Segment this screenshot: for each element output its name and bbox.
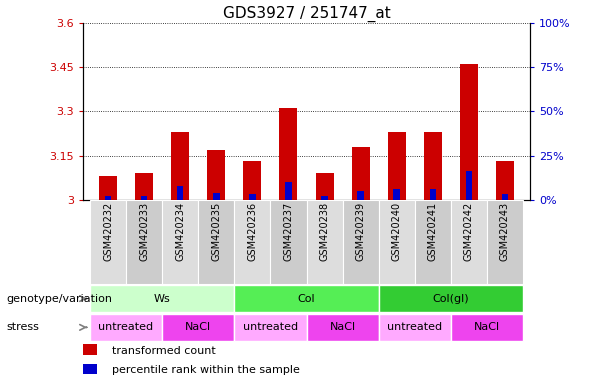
Text: Ws: Ws: [154, 293, 170, 304]
Text: GSM420238: GSM420238: [319, 202, 330, 262]
Text: Col: Col: [298, 293, 315, 304]
Title: GDS3927 / 251747_at: GDS3927 / 251747_at: [223, 5, 390, 22]
Text: GSM420232: GSM420232: [103, 202, 113, 262]
Text: untreated: untreated: [387, 322, 443, 333]
Bar: [90, 200, 126, 284]
Bar: [316, 173, 333, 200]
Bar: [141, 196, 147, 200]
Bar: [90, 313, 162, 341]
Bar: [424, 132, 442, 200]
Bar: [357, 191, 364, 200]
Text: GSM420239: GSM420239: [356, 202, 365, 262]
Bar: [162, 313, 234, 341]
Text: untreated: untreated: [99, 322, 154, 333]
Bar: [171, 132, 189, 200]
Bar: [270, 200, 306, 284]
Text: GSM420233: GSM420233: [139, 202, 149, 262]
Bar: [280, 108, 297, 200]
Bar: [162, 200, 198, 284]
Text: Col(gl): Col(gl): [433, 293, 469, 304]
Bar: [306, 200, 343, 284]
Text: NaCl: NaCl: [474, 322, 500, 333]
Text: GSM420235: GSM420235: [211, 202, 221, 262]
Bar: [343, 200, 379, 284]
Bar: [306, 313, 379, 341]
Bar: [451, 313, 523, 341]
Bar: [321, 196, 328, 200]
Bar: [451, 200, 487, 284]
Bar: [379, 285, 523, 313]
Text: stress: stress: [6, 322, 39, 333]
Bar: [83, 344, 97, 355]
Text: NaCl: NaCl: [185, 322, 211, 333]
Text: transformed count: transformed count: [112, 346, 216, 356]
Bar: [105, 196, 112, 200]
Bar: [466, 171, 472, 200]
Bar: [487, 200, 523, 284]
Bar: [460, 64, 478, 200]
Bar: [415, 200, 451, 284]
Bar: [379, 200, 415, 284]
Bar: [285, 182, 292, 200]
Bar: [177, 185, 183, 200]
Bar: [83, 364, 97, 374]
Bar: [430, 189, 436, 200]
Text: untreated: untreated: [243, 322, 298, 333]
Bar: [99, 176, 117, 200]
Bar: [234, 200, 270, 284]
Bar: [352, 147, 370, 200]
Bar: [501, 194, 508, 200]
Text: GSM420234: GSM420234: [175, 202, 185, 262]
Bar: [379, 313, 451, 341]
Bar: [198, 200, 234, 284]
Text: GSM420242: GSM420242: [464, 202, 474, 262]
Bar: [90, 285, 234, 313]
Text: GSM420243: GSM420243: [500, 202, 510, 262]
Text: GSM420241: GSM420241: [428, 202, 438, 262]
Text: GSM420240: GSM420240: [392, 202, 402, 262]
Bar: [234, 285, 379, 313]
Text: percentile rank within the sample: percentile rank within the sample: [112, 365, 300, 375]
Bar: [234, 313, 306, 341]
Bar: [496, 161, 514, 200]
Bar: [207, 150, 226, 200]
Text: GSM420237: GSM420237: [283, 202, 294, 262]
Text: NaCl: NaCl: [330, 322, 356, 333]
Bar: [387, 132, 406, 200]
Text: genotype/variation: genotype/variation: [6, 293, 112, 304]
Bar: [249, 194, 256, 200]
Bar: [243, 161, 261, 200]
Bar: [213, 193, 219, 200]
Bar: [126, 200, 162, 284]
Bar: [394, 189, 400, 200]
Bar: [135, 173, 153, 200]
Text: GSM420236: GSM420236: [248, 202, 257, 262]
